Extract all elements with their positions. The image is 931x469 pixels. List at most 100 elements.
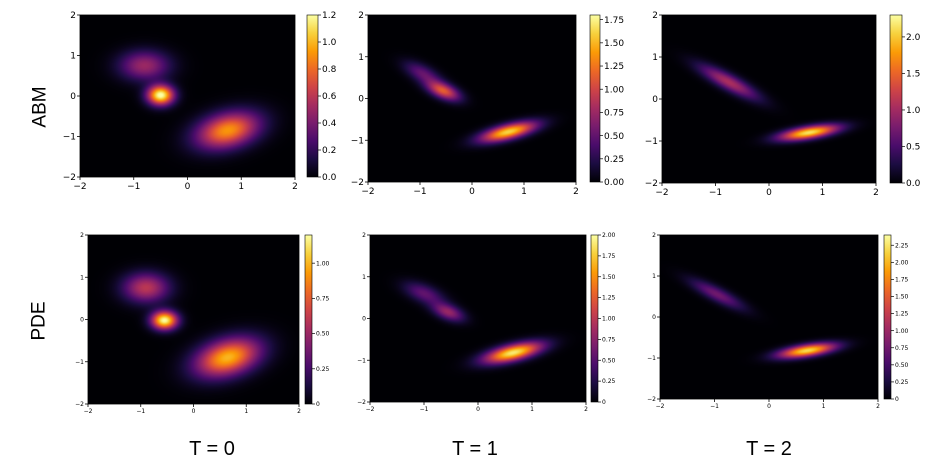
y-tick-label: 2 (70, 11, 76, 21)
heatmap-panel: −2 −1 0 1 2 −2 −1 0 1 2 0.0 0.5 1.0 1.5 2.0 (645, 11, 921, 198)
colorbar-tick-label: 0.0 (322, 173, 337, 183)
colorbar (306, 14, 319, 178)
colorbar-tick-label: 0.0 (906, 179, 921, 189)
x-tick-label: −1 (413, 187, 426, 197)
col-label-t1: T = 1 (452, 438, 498, 460)
x-tick-label: 2 (297, 408, 301, 415)
colorbar-tick-label: 0.00 (604, 178, 624, 188)
colorbar (589, 14, 601, 183)
colorbar-tick-label: 1.25 (604, 62, 624, 72)
heatmap-panel: −2 −1 0 1 2 −2 −1 0 1 2 0 0.25 0.50 0.75 1.00 (75, 232, 329, 415)
y-tick-label: −2 (351, 178, 364, 188)
colorbar-tick-label: 2.00 (895, 259, 909, 266)
y-tick-label: 0 (358, 95, 364, 105)
x-tick-label: −1 (709, 188, 722, 198)
x-tick-label: 0 (476, 406, 480, 413)
y-tick-label: −1 (75, 359, 84, 366)
x-tick-label: −2 (656, 403, 665, 410)
colorbar-tick-label: 0.75 (604, 109, 624, 119)
colorbar-tick-label: 1.50 (602, 274, 616, 281)
y-tick-label: −2 (647, 396, 656, 403)
y-tick-label: −1 (645, 137, 658, 147)
colorbar-tick-label: 2.0 (906, 33, 921, 43)
colorbar-tick-label: 1.25 (895, 311, 909, 318)
y-tick-label: −1 (647, 355, 656, 362)
y-tick-label: 1 (652, 53, 658, 63)
colorbar-tick-label: 0.2 (322, 146, 336, 156)
heatmap-panel: −2 −1 0 1 2 −2 −1 0 1 2 0 0.25 0.50 0.75 1.00 1.25 1.50 1… (357, 232, 615, 413)
colorbar-tick-label: 0 (316, 401, 320, 408)
colorbar-tick-label: 1.00 (604, 85, 624, 95)
colorbar-tick-label: 0 (895, 396, 899, 403)
colorbar (883, 234, 892, 400)
heatmap-image (662, 15, 876, 183)
colorbar-tick-label: 2.00 (602, 232, 616, 239)
colorbar (590, 234, 599, 403)
x-tick-label: −2 (366, 406, 375, 413)
y-tick-label: −2 (357, 399, 366, 406)
colorbar-tick-label: 0.50 (604, 132, 624, 142)
colorbar-tick-label: 1.75 (602, 253, 616, 260)
y-tick-label: −2 (63, 173, 76, 183)
y-tick-label: 2 (80, 232, 84, 239)
colorbar-tick-label: 1.75 (895, 277, 909, 284)
colorbar-tick-label: 1.0 (906, 106, 921, 116)
row-label-pde: PDE (28, 301, 50, 341)
heatmap-panel: −2 −1 0 1 2 −2 −1 0 1 2 0 0.25 0.50 0.75 1.00 1.25 1.50 1… (647, 232, 908, 410)
colorbar-tick-label: 1.00 (602, 316, 616, 323)
y-tick-label: 2 (358, 11, 364, 21)
colorbar-tick-label: 0 (602, 399, 606, 406)
y-tick-label: −1 (351, 136, 364, 146)
colorbar-tick-label: 0.75 (895, 345, 909, 352)
heatmap-image (660, 235, 878, 399)
y-tick-label: 2 (652, 232, 656, 239)
colorbar-tick-label: 1.0 (322, 38, 337, 48)
y-tick-label: 1 (652, 273, 656, 280)
x-tick-label: 1 (244, 408, 248, 415)
x-tick-label: 2 (584, 406, 588, 413)
colorbar-tick-label: 1.50 (895, 294, 909, 301)
heatmap-panel: −2 −1 0 1 2 −2 −1 0 1 2 0.00 0.25 0.50 0.75 1.00 1.25 1.… (351, 11, 625, 197)
y-tick-label: −2 (645, 179, 658, 189)
heatmap-image (80, 15, 295, 177)
colorbar-tick-label: 1.5 (906, 70, 920, 80)
col-label-t0: T = 0 (189, 438, 235, 460)
colorbar-tick-label: 0.6 (322, 92, 337, 102)
colorbar-tick-label: 1.25 (602, 295, 616, 302)
y-tick-label: 1 (80, 274, 84, 281)
x-tick-label: 2 (573, 187, 579, 197)
colorbar-tick-label: 1.50 (604, 39, 624, 49)
x-tick-label: 1 (530, 406, 534, 413)
colorbar-tick-label: 1.2 (322, 11, 336, 21)
x-tick-label: −2 (361, 187, 374, 197)
y-tick-label: 1 (358, 53, 364, 63)
colorbar (304, 234, 313, 405)
y-tick-label: 0 (70, 92, 76, 102)
colorbar-tick-label: 0.25 (604, 155, 624, 165)
x-tick-label: 1 (521, 187, 527, 197)
colorbar-tick-label: 0.50 (895, 362, 909, 369)
x-tick-label: 1 (238, 182, 244, 192)
colorbar-tick-label: 0.75 (316, 295, 330, 302)
colorbar-tick-label: 0.5 (906, 143, 920, 153)
y-tick-label: 0 (652, 95, 658, 105)
heatmap-image (368, 15, 576, 182)
x-tick-label: 0 (185, 182, 191, 192)
y-tick-label: 1 (362, 274, 366, 281)
x-tick-label: −1 (420, 406, 429, 413)
x-tick-label: 1 (820, 188, 826, 198)
colorbar-tick-label: 0.8 (322, 65, 337, 75)
x-tick-label: −2 (655, 188, 668, 198)
colorbar-tick-label: 0.25 (316, 366, 330, 373)
x-tick-label: −1 (710, 403, 719, 410)
x-tick-label: 0 (767, 403, 771, 410)
colorbar-tick-label: 0.75 (602, 336, 616, 343)
heatmap-panel: −2 −1 0 1 2 −2 −1 0 1 2 0.0 0.2 0.4 0.6 0.8 1.0 1.2 (63, 11, 337, 192)
x-tick-label: 0 (192, 408, 196, 415)
y-tick-label: 2 (652, 11, 658, 21)
colorbar-tick-label: 1.00 (895, 328, 909, 335)
x-tick-label: 0 (469, 187, 475, 197)
y-tick-label: −1 (63, 133, 76, 143)
y-tick-label: 1 (70, 52, 76, 62)
